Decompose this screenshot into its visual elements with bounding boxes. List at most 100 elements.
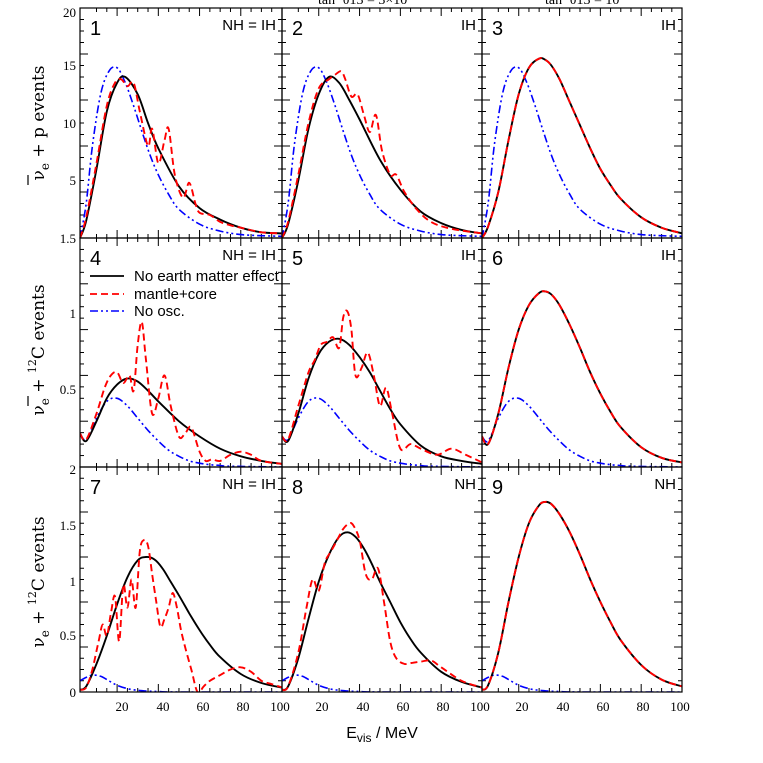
x-tick-c1-80: 80 [237,699,250,714]
x-axis-title-sub: vis [357,731,372,745]
top-title-right: tan² θ13 = 10 [545,0,619,8]
hierarchy-label: IH [661,247,676,264]
series-no-osc-line [282,397,482,467]
y-tick-r2-0: 2 [70,462,77,477]
row-label-1-rest: + p events [29,65,49,163]
series-no-osc-line [80,397,282,467]
y-tick-r3-1: 0.5 [60,628,76,643]
panel-number: 3 [492,18,503,40]
y-tick-r3-3: 1.5 [60,518,76,533]
x-axis-title-rest: / MeV [372,725,419,742]
hierarchy-label: NH = IH [222,476,276,493]
y-tick-r2-2: 1 [70,306,77,321]
panel-number: 5 [292,248,303,270]
x-tick-c3-60: 60 [597,699,610,714]
panel-7-ticks [80,467,282,692]
y-tick-r1-2: 10 [63,116,76,131]
x-tick-c1-20: 20 [116,699,129,714]
panel-number: 4 [90,248,101,270]
panel-4-ticks [80,238,282,467]
series-no-osc-line [80,674,282,692]
series-no-osc-line [282,66,482,238]
x-tick-labels: 20 40 60 80 100 20 40 60 80 100 20 40 60… [116,699,690,714]
panel-9: 9 NH [481,466,683,693]
panel-frame [79,7,283,239]
x-tick-c1-40: 40 [157,699,170,714]
hierarchy-label: NH = IH [222,17,276,34]
panel-8: 8 NH [281,466,483,693]
x-tick-c1-100: 100 [270,699,290,714]
x-tick-c2-20: 20 [316,699,329,714]
row-label-3: νe + 12C events [26,516,52,647]
hierarchy-label: IH [461,247,476,264]
panel-2-ticks [282,8,482,238]
panel-9-curves [482,500,682,692]
series-no-earth-line [282,75,482,238]
row-label-2-nu: ν [29,405,49,415]
panel-8-ticks [282,467,482,692]
panel-frame [281,466,483,693]
panels: 1 NH = IH 2 IH 3 IH4 NH = IH 5 IH 6 IH7 NH = IH 8 NH 9… [79,7,683,693]
series-no-earth-line [80,377,282,465]
x-tick-c3-100: 100 [670,699,690,714]
row-label-1-sub: e [38,163,52,170]
hierarchy-label: NH [454,476,476,493]
panel-5-ticks [282,238,482,467]
svg-text:νe + 12C events: νe + 12C events [26,284,52,415]
legend-label-no-osc: No osc. [134,303,185,320]
panel-4-curves [80,320,282,467]
series-no-earth-line [282,337,482,465]
panel-1: 1 NH = IH [79,7,283,239]
series-no-earth-line [482,290,682,464]
y-tick-r2-1: 0.5 [60,382,76,397]
x-axis-title-main: E [346,725,357,742]
series-mantle-core-line [482,57,682,238]
x-axis-title: Evis / MeV [346,725,418,745]
y-tick-r3-2: 1 [70,574,77,589]
panel-number: 1 [90,18,101,40]
series-no-osc-line [482,66,682,238]
hierarchy-label: IH [461,17,476,34]
legend-label-mantle-core: mantle+core [134,286,217,303]
row-label-3-sup: 12 [26,591,39,605]
x-tick-c3-80: 80 [637,699,650,714]
panel-3: 3 IH [481,7,683,239]
panel-frame [281,237,483,468]
panel-9-ticks [482,467,682,692]
x-tick-c3-40: 40 [557,699,570,714]
series-mantle-core-line [282,70,482,238]
panel-3-curves [482,57,682,238]
x-tick-c2-40: 40 [357,699,370,714]
y-tick-r1-3: 15 [63,58,76,73]
y-tick-r1-4: 20 [63,5,76,20]
x-tick-c3-20: 20 [516,699,529,714]
legend: No earth matter effect mantle+core No os… [90,268,280,320]
series-no-earth-line [80,75,282,238]
panel-number: 7 [90,477,101,499]
svg-text:νe + p events: νe + p events [29,65,52,180]
series-mantle-core-line [482,290,682,464]
panel-number: 2 [292,18,303,40]
panel-number: 6 [492,248,503,270]
x-tick-c2-100: 100 [470,699,490,714]
svg-text:νe + 12C events: νe + 12C events [26,516,52,647]
series-mantle-core-line [482,500,682,691]
y-tick-labels: 1.5 5 10 15 20 2 0.5 1 0 0.5 1 1.5 [60,5,76,700]
panel-6: 6 IH [481,237,683,468]
series-no-osc-line [482,397,682,467]
panel-2: 2 IH [281,7,483,239]
row-label-1-nu: ν [29,170,49,180]
panel-1-ticks [80,8,282,238]
x-tick-c2-60: 60 [397,699,410,714]
panel-number: 9 [492,477,503,499]
series-mantle-core-line [282,522,482,692]
panel-5-curves [282,309,482,467]
series-no-earth-line [80,556,282,691]
panel-1-curves [80,66,282,238]
legend-label-no-earth: No earth matter effect [134,268,280,285]
row-label-2: νe + 12C events [26,284,52,415]
panel-3-ticks [482,8,682,238]
hierarchy-label: NH = IH [222,247,276,264]
y-tick-r1-0: 1.5 [60,231,76,246]
